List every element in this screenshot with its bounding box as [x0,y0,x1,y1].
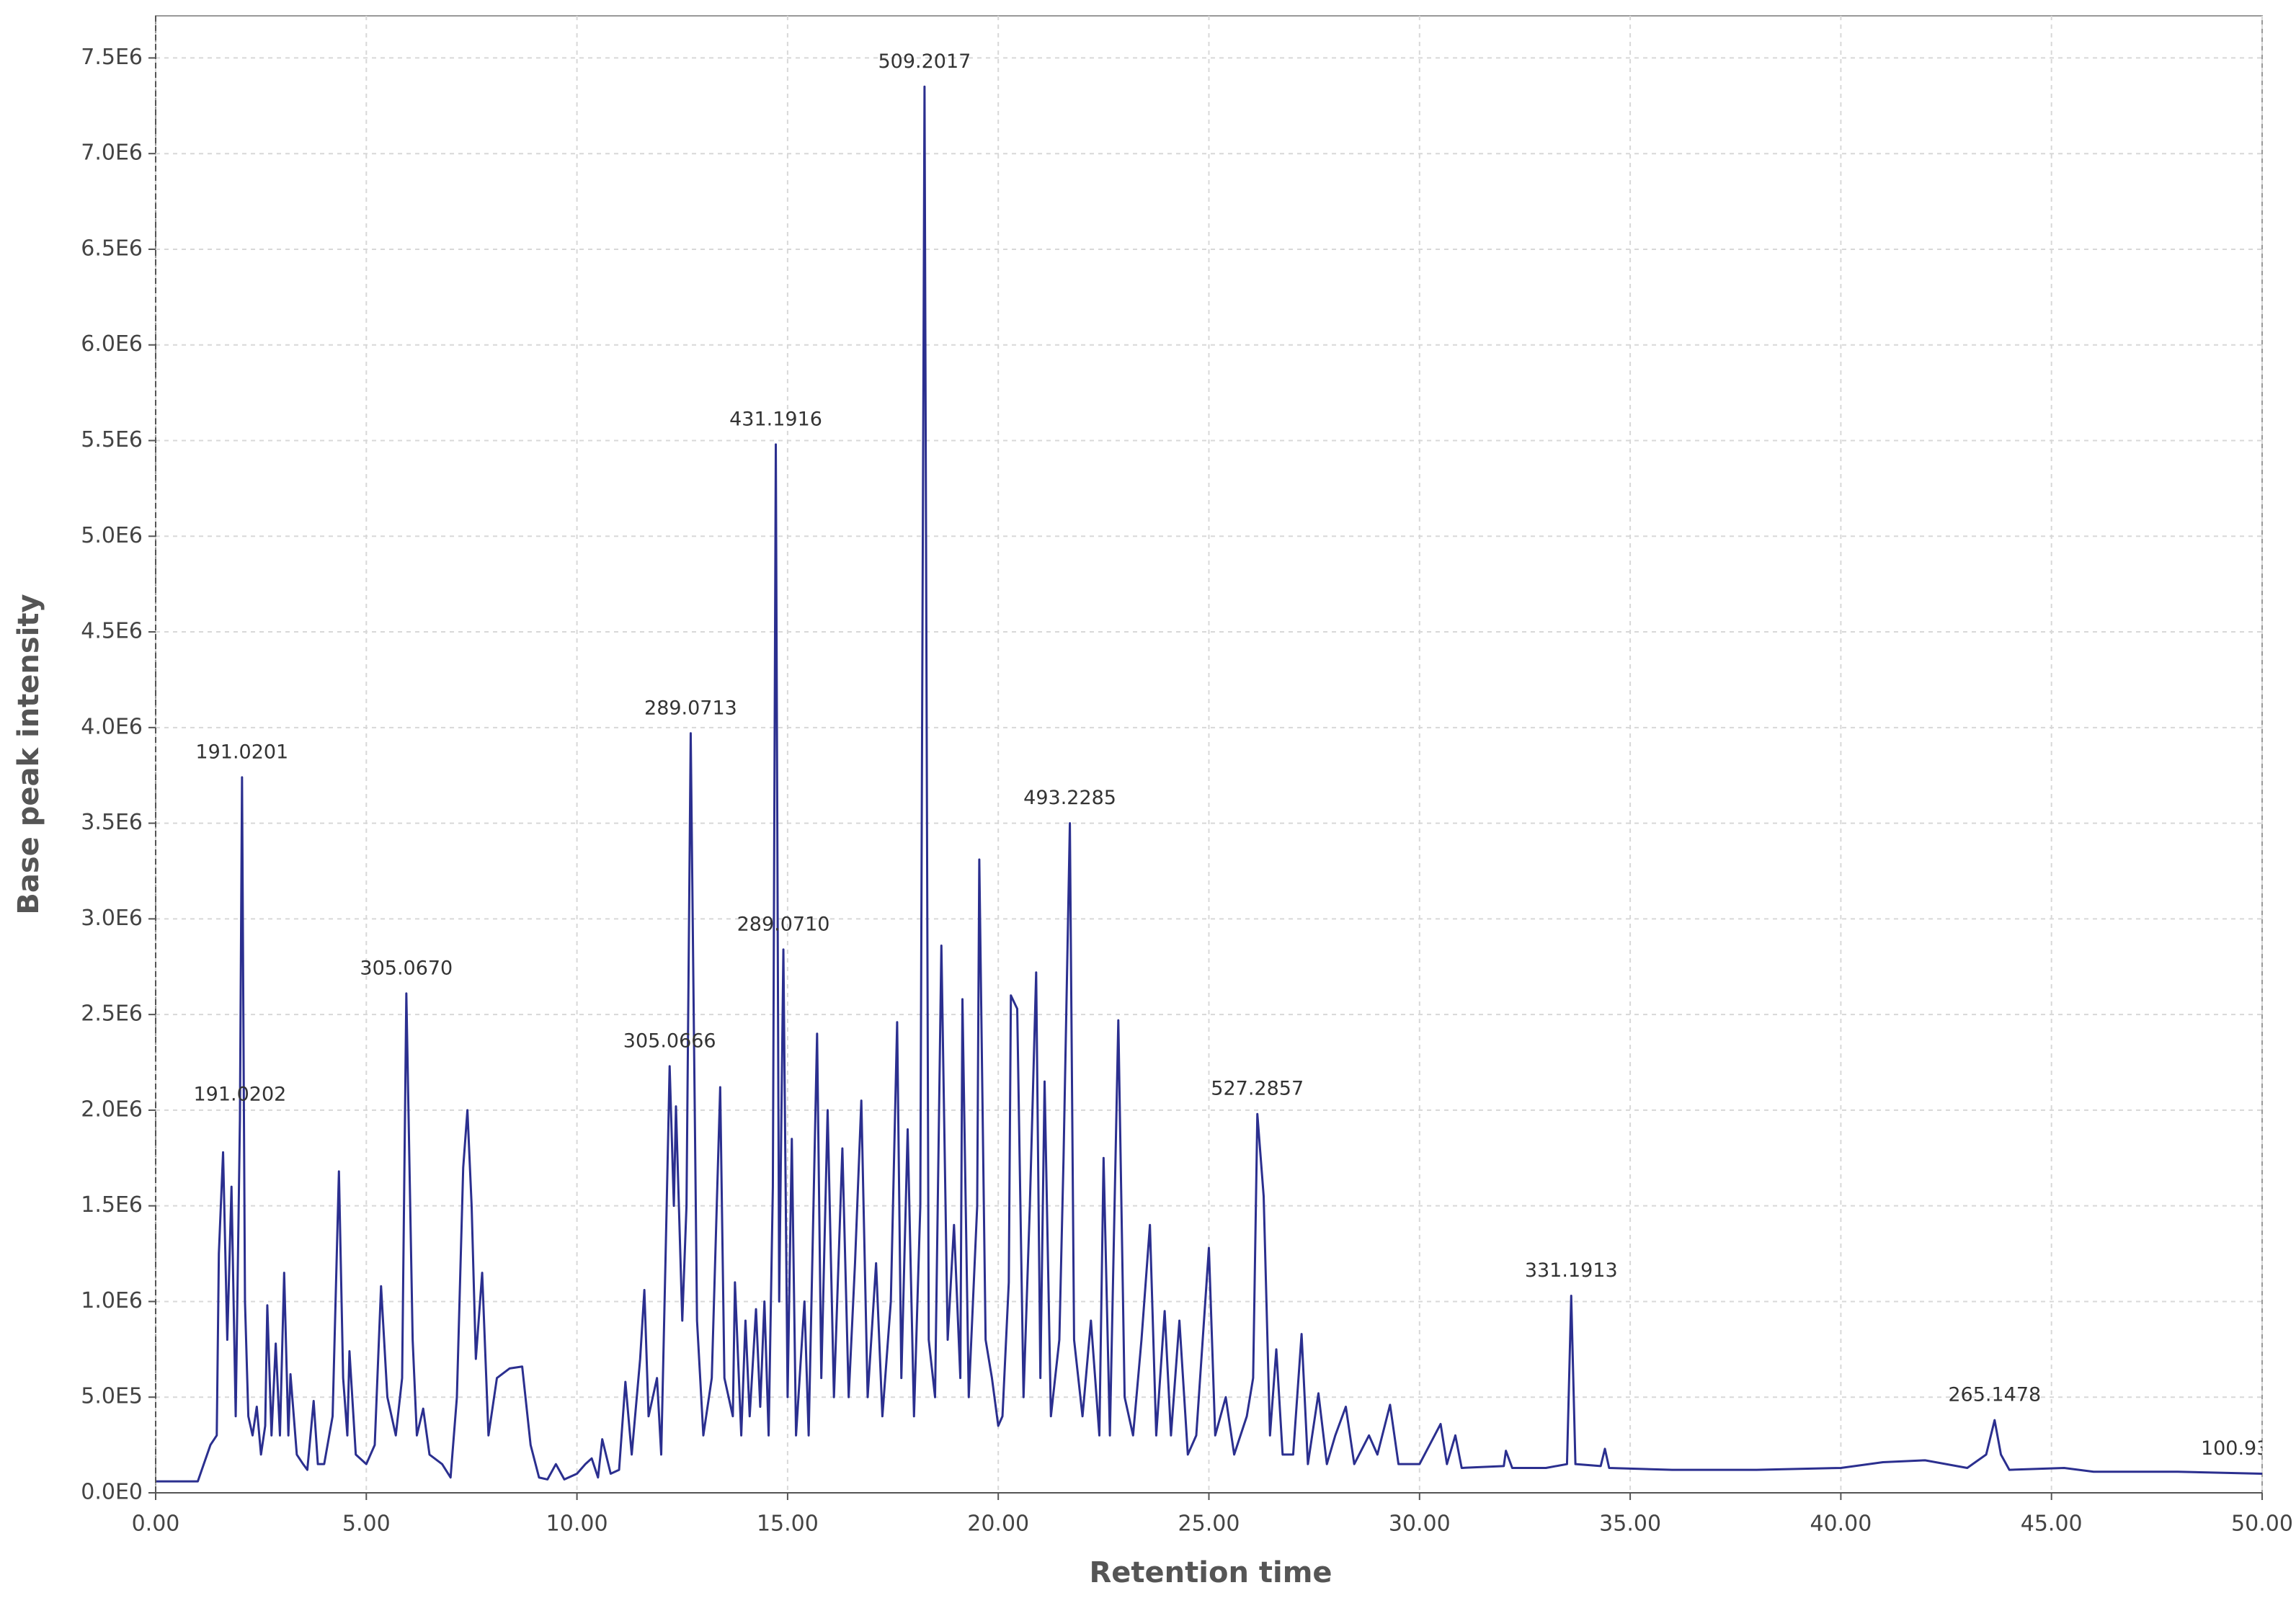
y-tick-label: 3.0E6 [81,906,143,931]
y-axis-title: Base peak intensity [12,594,45,914]
y-tick-label: 1.0E6 [81,1288,143,1313]
y-tick-label: 6.0E6 [81,331,143,357]
x-tick-label: 5.00 [342,1512,391,1537]
peak-label: 265.1478 [1948,1384,2041,1406]
peak-label: 289.0713 [644,697,737,719]
peak-label: 431.1916 [729,408,822,430]
y-tick-label: 5.5E6 [81,427,143,452]
y-tick-label: 3.5E6 [81,810,143,835]
peak-label: 191.0202 [193,1084,286,1106]
y-tick-label: 5.0E5 [81,1384,143,1409]
peak-label: 100.933 [2201,1437,2282,1460]
peak-label: 289.0710 [737,913,830,935]
y-tick-label: 0.0E0 [81,1480,143,1505]
y-tick-label: 7.0E6 [81,140,143,166]
x-tick-label: 40.00 [1810,1512,1872,1537]
x-tick-label: 10.00 [546,1512,608,1537]
x-tick-label: 35.00 [1599,1512,1661,1537]
x-tick-label: 45.00 [2021,1512,2083,1537]
x-axis-title: Retention time [1089,1556,1332,1589]
x-tick-label: 50.00 [2231,1512,2293,1537]
x-tick-label: 30.00 [1389,1512,1451,1537]
x-tick-label: 25.00 [1178,1512,1240,1537]
peak-label: 305.0666 [623,1030,716,1052]
plot: 191.0201 191.0202 305.0670 305.0666 289.0713… [156,50,2282,1483]
peak-label: 509.2017 [878,50,971,73]
y-tick-label: 6.5E6 [81,236,143,261]
y-tick-label: 7.5E6 [81,45,143,70]
peak-label: 305.0670 [360,957,453,979]
y-tick-label: 1.5E6 [81,1192,143,1218]
x-tick-label: 0.00 [132,1512,180,1537]
peak-label: 527.2857 [1211,1078,1304,1100]
y-tick-label: 4.0E6 [81,714,143,739]
x-tick-label: 20.00 [967,1512,1029,1537]
peak-label: 493.2285 [1023,787,1116,809]
peak-label: 331.1913 [1525,1259,1618,1282]
y-tick-label: 4.5E6 [81,619,143,644]
x-tick-label: 15.00 [757,1512,819,1537]
y-tick-label: 2.0E6 [81,1097,143,1122]
peak-label: 191.0201 [195,741,288,763]
y-tick-label: 2.5E6 [81,1001,143,1027]
y-tick-label: 5.0E6 [81,523,143,548]
data-line [156,85,2262,1483]
